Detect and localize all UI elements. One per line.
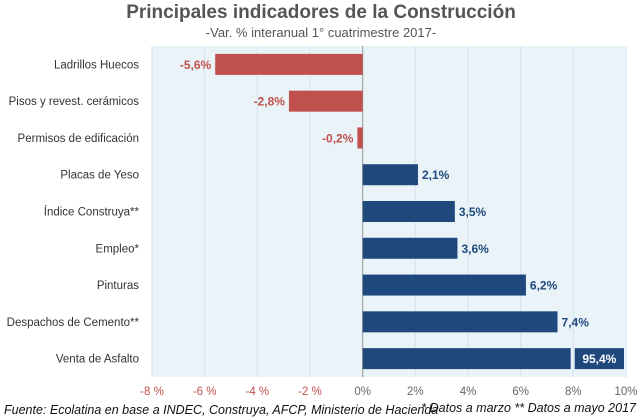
category-label: Permisos de edificación [18, 133, 139, 145]
x-tick-label: -2 % [298, 386, 322, 398]
bar [362, 274, 526, 296]
category-label: Venta de Asfalto [56, 354, 139, 366]
data-label: 7,4% [562, 315, 590, 329]
data-label-box [574, 348, 624, 370]
data-label: 95,4% [582, 352, 616, 366]
bar [215, 53, 363, 75]
category-label: Pisos y revest. cerámicos [9, 96, 140, 108]
data-label: -2,8% [254, 95, 286, 109]
x-tick-label: 2% [407, 386, 424, 398]
data-label: 2,1% [422, 168, 450, 182]
bar [362, 237, 458, 259]
data-label: 6,2% [530, 279, 558, 293]
x-tick-label: -8 % [140, 386, 164, 398]
bar [362, 311, 558, 333]
data-label: 3,5% [459, 205, 487, 219]
bar [288, 90, 363, 112]
category-label: Despachos de Cemento** [7, 317, 140, 329]
x-tick-label: 10% [614, 386, 637, 398]
data-label: -0,2% [322, 131, 354, 145]
category-label: Placas de Yeso [60, 170, 139, 182]
x-tick-label: -4 % [246, 386, 270, 398]
source-note: Fuente: Ecolatina en base a INDEC, Const… [4, 403, 439, 417]
data-label: -5,6% [180, 58, 212, 72]
data-label: 3,6% [461, 242, 489, 256]
x-tick-label: 4% [460, 386, 477, 398]
x-tick-label: -6 % [193, 386, 217, 398]
category-label: Pinturas [97, 280, 139, 292]
chart-title: Principales indicadores de la Construcci… [126, 2, 516, 23]
bar [357, 127, 363, 149]
category-label: Índice Construya** [44, 206, 140, 219]
x-tick-label: 0% [354, 386, 371, 398]
x-tick-label: 8% [565, 386, 582, 398]
chart-subtitle: -Var. % interanual 1° cuatrimestre 2017- [205, 25, 437, 40]
bar [362, 201, 455, 222]
bar [362, 348, 571, 370]
x-tick-label: 6% [512, 386, 529, 398]
category-label: Ladrillos Huecos [54, 59, 139, 71]
bar [362, 164, 418, 186]
category-label: Empleo* [96, 243, 140, 255]
data-footnote: * Datos a marzo ** Datos a mayo 2017 [421, 401, 636, 415]
